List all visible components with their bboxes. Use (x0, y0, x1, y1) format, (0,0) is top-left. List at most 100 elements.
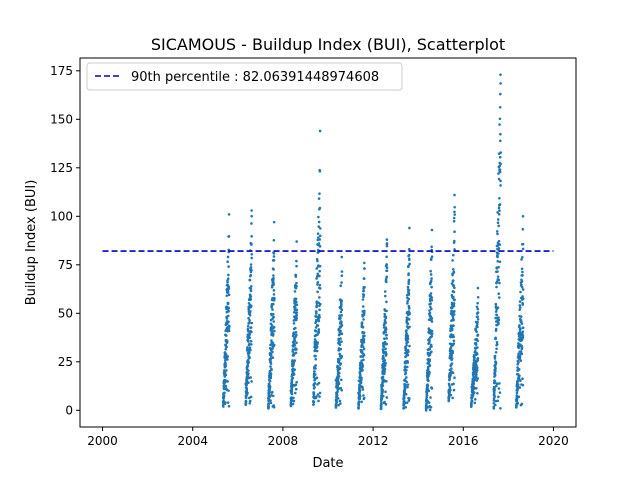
data-point (225, 317, 229, 320)
data-point (362, 340, 366, 344)
data-point (226, 281, 229, 284)
data-point (517, 346, 520, 350)
data-point (318, 234, 322, 238)
data-point (498, 391, 502, 394)
data-point (498, 203, 502, 206)
y-axis-label: Buildup Index (BUI) (24, 180, 39, 306)
data-point (427, 379, 430, 383)
data-point (340, 308, 344, 312)
data-point (295, 311, 299, 314)
data-point (247, 372, 250, 375)
data-point (383, 367, 387, 370)
data-point (249, 348, 252, 352)
data-point (336, 397, 340, 400)
data-point (450, 354, 454, 357)
data-point (269, 357, 272, 360)
data-point (521, 255, 524, 259)
data-point (336, 390, 339, 394)
data-point (517, 395, 521, 399)
data-point (382, 342, 386, 346)
data-point (518, 327, 522, 331)
data-point (473, 398, 477, 401)
data-point (473, 401, 477, 405)
data-point (517, 361, 520, 364)
chart-title: SICAMOUS - Buildup Index (BUI), Scatterp… (151, 35, 505, 54)
data-point (404, 383, 407, 387)
data-point (476, 322, 479, 326)
data-point (317, 319, 321, 323)
plot-area-frame (79, 57, 577, 428)
data-point (293, 343, 297, 347)
data-point (362, 396, 366, 400)
data-point (426, 384, 430, 388)
data-point (317, 242, 321, 245)
data-point (407, 264, 410, 268)
data-point (494, 310, 498, 313)
data-point (381, 394, 385, 398)
data-point (453, 213, 457, 216)
data-point (248, 312, 252, 315)
data-point (497, 395, 500, 399)
data-point (318, 287, 322, 290)
data-point (314, 364, 317, 367)
data-point (362, 394, 365, 397)
data-point (451, 315, 455, 319)
data-point (318, 169, 322, 173)
data-point (269, 362, 273, 365)
data-point (497, 296, 501, 299)
data-point (495, 347, 498, 351)
data-point (520, 258, 523, 261)
data-point (292, 363, 295, 367)
data-point (515, 391, 519, 395)
data-point (493, 388, 496, 392)
data-point (340, 270, 344, 273)
data-point (247, 340, 250, 343)
data-point (497, 318, 501, 322)
data-point (453, 239, 456, 243)
data-point (225, 294, 229, 297)
data-point (227, 213, 231, 216)
data-point (224, 362, 227, 366)
data-point (381, 384, 385, 387)
data-point (339, 310, 343, 314)
data-point (362, 337, 366, 341)
data-point (476, 320, 479, 324)
data-point (497, 212, 501, 216)
data-point (318, 245, 322, 248)
data-point (340, 299, 343, 303)
data-point (248, 321, 251, 324)
data-point (340, 323, 344, 327)
data-point (272, 274, 275, 277)
x-tick-label: 2020 (538, 434, 569, 448)
data-point (452, 382, 455, 386)
data-point (272, 238, 276, 242)
y-tick-label: 100 (50, 209, 73, 223)
data-point (453, 193, 456, 197)
data-point (317, 220, 321, 224)
data-point (223, 387, 226, 390)
data-point (248, 278, 252, 282)
data-point (382, 323, 386, 327)
data-point (406, 353, 410, 357)
data-point (427, 401, 431, 404)
data-point (226, 277, 230, 281)
data-point (499, 132, 502, 136)
data-point (224, 401, 227, 404)
data-point (295, 341, 298, 345)
data-point (318, 192, 321, 195)
data-point (268, 391, 271, 395)
data-point (380, 397, 384, 400)
data-point (362, 293, 366, 297)
data-point (227, 389, 230, 392)
data-point (313, 370, 316, 373)
data-point (272, 252, 276, 255)
data-point (384, 390, 387, 394)
data-point (340, 281, 343, 284)
data-point (362, 289, 365, 293)
data-point (450, 357, 454, 360)
data-point (249, 395, 253, 399)
data-point (518, 306, 522, 309)
data-point (495, 230, 499, 233)
data-point (315, 304, 319, 308)
data-point (295, 314, 299, 317)
